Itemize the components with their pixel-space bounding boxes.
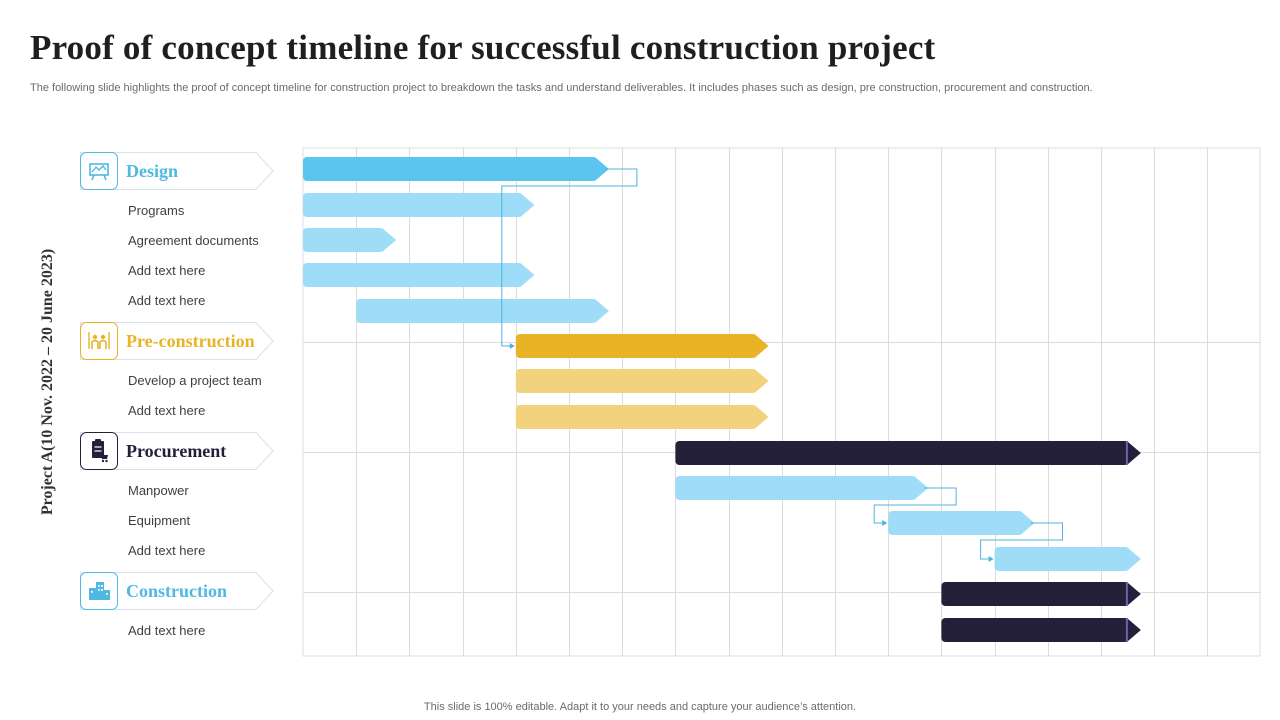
buildings-icon	[80, 572, 118, 610]
preconstruction-bar[interactable]	[515, 334, 769, 358]
clipboard-cart-icon	[80, 432, 118, 470]
dependency-arrowhead	[882, 520, 888, 526]
phase-procurement[interactable]: Procurement	[80, 432, 274, 470]
bar-body	[994, 547, 1129, 571]
task-label-procurement-3: Add text here	[128, 543, 206, 558]
dependency-connector	[980, 522, 1063, 560]
bar-arrowhead	[754, 369, 769, 393]
bar-body	[303, 157, 597, 181]
bar-body	[941, 582, 1129, 606]
dependency-connector	[501, 168, 638, 347]
task-label-agreement-documents: Agreement documents	[128, 233, 259, 248]
bar-body	[303, 263, 523, 287]
bar-arrowhead	[754, 405, 769, 429]
bar-body	[303, 228, 385, 252]
bar-arrowhead	[382, 228, 397, 252]
design-bar[interactable]	[303, 157, 609, 181]
dependency-arrowhead	[509, 343, 515, 349]
bar-arrowhead	[594, 299, 609, 323]
bar-arrowhead	[1020, 511, 1035, 535]
construction-bar[interactable]	[941, 582, 1141, 606]
construction-task-1-bar[interactable]	[941, 618, 1141, 642]
bar-body	[515, 405, 757, 429]
task-label-manpower: Manpower	[128, 483, 189, 498]
phase-preconstruction[interactable]: Pre-construction	[80, 322, 274, 360]
bar-body	[941, 618, 1129, 642]
preconstruction-task-2-bar[interactable]	[515, 405, 769, 429]
task-label-equipment: Equipment	[128, 513, 191, 528]
bar-body	[888, 511, 1023, 535]
bar-body	[515, 334, 757, 358]
page-title: Proof of concept timeline for successful…	[30, 28, 936, 67]
design-task-4-bar[interactable]	[356, 299, 609, 323]
design-board-icon	[80, 152, 118, 190]
phase-label-preconstruction: Pre-construction	[126, 331, 255, 351]
procurement-task-3-bar[interactable]	[994, 547, 1141, 571]
programs-bar[interactable]	[303, 193, 535, 217]
bar-body	[675, 441, 1129, 465]
task-label-construction-1: Add text here	[128, 623, 206, 638]
bar-arrowhead	[594, 157, 609, 181]
bar-arrowhead	[520, 193, 535, 217]
gantt-frame	[302, 147, 1261, 657]
task-label-preconstruction-2: Add text here	[128, 403, 206, 418]
bar-arrowhead	[914, 476, 929, 500]
design-task-3-bar[interactable]	[303, 263, 535, 287]
footer-note: This slide is 100% editable. Adapt it to…	[423, 701, 857, 713]
phase-design[interactable]: Design	[80, 152, 274, 190]
phase-label-design: Design	[126, 161, 179, 181]
page-subtitle: The following slide highlights the proof…	[30, 82, 1093, 94]
task-label-design-3: Add text here	[128, 263, 206, 278]
bar-body	[356, 299, 597, 323]
procurement-bar[interactable]	[675, 441, 1141, 465]
bar-arrowhead	[1126, 441, 1141, 465]
team-tools-icon	[80, 322, 118, 360]
bar-arrowhead	[754, 334, 769, 358]
bar-arrowhead	[1126, 618, 1141, 642]
phase-label-construction: Construction	[126, 581, 228, 601]
task-label-programs: Programs	[128, 203, 185, 218]
bar-body	[303, 193, 523, 217]
bar-arrowhead	[520, 263, 535, 287]
task-label-design-4: Add text here	[128, 293, 206, 308]
phase-construction[interactable]: Construction	[80, 572, 274, 610]
bar-body	[515, 369, 757, 393]
phase-label-procurement: Procurement	[126, 441, 227, 461]
develop-project-team-bar[interactable]	[515, 369, 769, 393]
dependency-arrowhead	[988, 556, 994, 562]
dependency-connector	[873, 487, 957, 524]
manpower-bar[interactable]	[675, 476, 929, 500]
bar-body	[675, 476, 917, 500]
bar-arrowhead	[1126, 547, 1141, 571]
equipment-bar[interactable]	[888, 511, 1035, 535]
bar-arrowhead	[1126, 582, 1141, 606]
agreement-documents-bar[interactable]	[303, 228, 397, 252]
task-label-develop-project-team: Develop a project team	[128, 373, 262, 388]
